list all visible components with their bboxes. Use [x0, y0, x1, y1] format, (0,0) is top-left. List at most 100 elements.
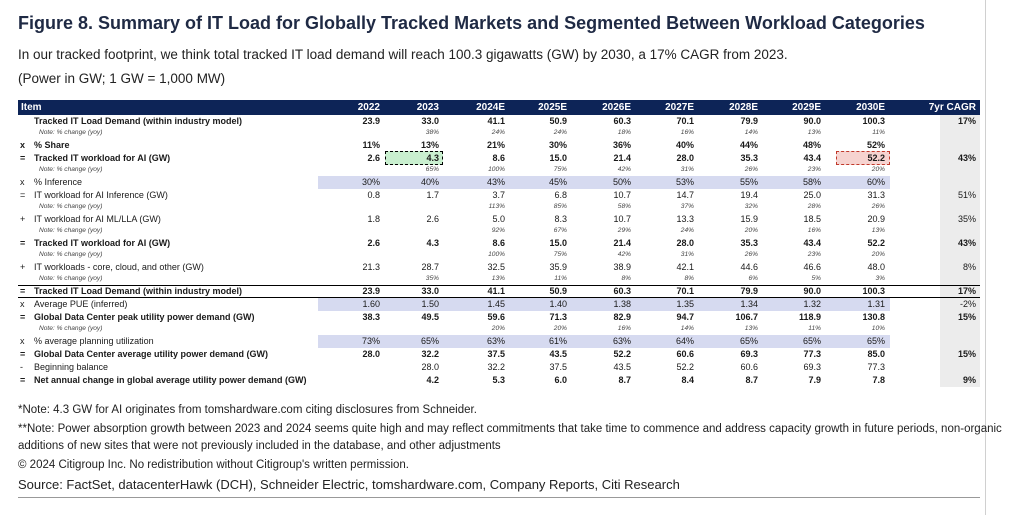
- value-cell: 20%: [491, 324, 505, 332]
- value-cell: 33.0: [421, 285, 439, 296]
- header-year: 2027E: [665, 102, 694, 113]
- row-label: % average planning utilization: [34, 335, 154, 346]
- value-cell: 38%: [425, 129, 439, 137]
- value-cell: 24%: [680, 226, 694, 234]
- value-cell: 7.9: [808, 374, 821, 385]
- row-label: IT workloads - core, cloud, and other (G…: [34, 261, 204, 272]
- value-cell: 69.3: [740, 348, 758, 359]
- header-year: 2029E: [792, 102, 821, 113]
- value-cell: 28.0: [421, 361, 439, 372]
- row-operator: +: [20, 213, 26, 224]
- value-cell: 6.8: [554, 189, 567, 200]
- row-label: Tracked IT workload for AI (GW): [34, 152, 171, 163]
- value-cell: 48.0: [867, 261, 885, 272]
- value-cell: 32.2: [421, 348, 439, 359]
- table-row: = Global Data Center average utility powe…: [18, 347, 980, 361]
- header-year: 2025E: [538, 102, 567, 113]
- table-row: = Tracked IT Load Demand (within industry…: [18, 284, 980, 298]
- value-cell: 100.3: [862, 116, 885, 126]
- row-operator: +: [20, 261, 26, 272]
- row-operator: x: [20, 298, 25, 309]
- value-cell: 113%: [488, 203, 505, 211]
- value-cell: 8.6: [492, 152, 505, 163]
- cagr-column-shade: [940, 323, 980, 335]
- value-cell: 1.34: [740, 298, 758, 309]
- value-cell: 16%: [617, 324, 631, 332]
- value-cell: 28.0: [676, 237, 694, 248]
- value-cell: 20%: [553, 324, 567, 332]
- right-divider: [985, 0, 986, 515]
- copyright-note: © 2024 Citigroup Inc. No redistribution …: [18, 459, 409, 471]
- row-label: IT workload for AI ML/LLA (GW): [34, 213, 161, 224]
- value-cell: 1.35: [676, 298, 694, 309]
- value-cell: 1.8: [367, 213, 380, 224]
- cagr-column-shade: [940, 212, 980, 226]
- value-cell: 21.3: [362, 261, 380, 272]
- note-row: Note: % change (yoy) 100% 75% 42% 31% 26% 23% 2…: [18, 249, 980, 261]
- value-cell: 53%: [675, 176, 694, 187]
- footnote-2-line-1: **Note: Power absorption growth between …: [18, 423, 1002, 435]
- bottom-rule: [18, 497, 980, 498]
- value-cell: 37%: [680, 203, 694, 211]
- value-cell: 28%: [807, 203, 821, 211]
- source-note: Source: FactSet, datacenterHawk (DCH), S…: [18, 477, 680, 492]
- cagr-column-shade: [940, 165, 980, 176]
- value-cell: 48%: [802, 139, 821, 150]
- value-cell: 30%: [361, 176, 380, 187]
- value-cell: 21%: [486, 139, 505, 150]
- value-cell: 16%: [680, 129, 694, 137]
- cagr-column-shade: [940, 273, 980, 285]
- value-cell: 2.6: [367, 237, 380, 248]
- value-cell: 41.1: [487, 285, 505, 296]
- value-cell: 5%: [811, 274, 821, 282]
- row-label: Global Data Center average utility power…: [34, 348, 269, 359]
- value-cell: 60%: [866, 176, 885, 187]
- table-header: Item 2022 2023 2024E 2025E 2026E 2027E 2028E 202…: [18, 100, 980, 115]
- row-operator: =: [20, 285, 26, 296]
- value-cell: 73%: [361, 335, 380, 346]
- value-cell: 65%: [866, 335, 885, 346]
- header-item: Item: [21, 102, 42, 113]
- value-cell: 26%: [744, 250, 758, 258]
- row-operator: x: [20, 139, 26, 150]
- row-label: Net annual change in global average util…: [34, 374, 307, 385]
- value-cell: 70.1: [676, 116, 694, 126]
- table-row: + IT workload for AI ML/LLA (GW) 1.8 2.6 5.0…: [18, 212, 980, 226]
- value-cell: 38.3: [362, 311, 380, 322]
- value-cell: 40%: [420, 176, 439, 187]
- value-cell: 64%: [675, 335, 694, 346]
- row-label: Beginning balance: [34, 361, 109, 372]
- table-row: x % average planning utilization 73% 65% 63%…: [18, 334, 980, 348]
- value-cell: 2.6: [426, 213, 439, 224]
- value-cell: 79.9: [740, 116, 758, 126]
- cagr-column-shade: [940, 360, 980, 374]
- row-operator: =: [20, 311, 26, 322]
- table-row: x Average PUE (inferred) 1.60 1.50 1.45 1.40 1…: [18, 297, 980, 311]
- value-cell: 100.3: [862, 285, 885, 296]
- row-operator: -: [20, 361, 23, 372]
- value-cell: 0.8: [367, 189, 380, 200]
- footnote-2-line-2: additions of new sites that were not pre…: [18, 440, 501, 452]
- value-cell: 70.1: [676, 285, 694, 296]
- value-cell: 23%: [807, 250, 821, 258]
- row-operator: =: [20, 152, 26, 163]
- value-cell: 1.7: [426, 189, 439, 200]
- value-cell: 50%: [612, 176, 631, 187]
- value-cell: 13%: [871, 226, 885, 234]
- row-operator: =: [20, 374, 26, 385]
- value-cell: 45%: [548, 176, 567, 187]
- value-cell: 14%: [680, 324, 694, 332]
- value-cell: 13%: [491, 274, 505, 282]
- value-cell: 19.4: [740, 189, 758, 200]
- value-cell: 10%: [871, 324, 885, 332]
- row-shade: [318, 175, 890, 189]
- value-cell: 52.2: [676, 361, 694, 372]
- cagr-cell: -2%: [959, 298, 976, 309]
- value-cell: 79.9: [740, 285, 758, 296]
- cagr-cell: 43%: [957, 152, 976, 163]
- cagr-cell: 17%: [957, 285, 976, 296]
- value-cell: 14.7: [676, 189, 694, 200]
- cagr-column-shade: [940, 225, 980, 237]
- cagr-column-shade: [940, 175, 980, 189]
- value-cell: 75%: [553, 166, 567, 174]
